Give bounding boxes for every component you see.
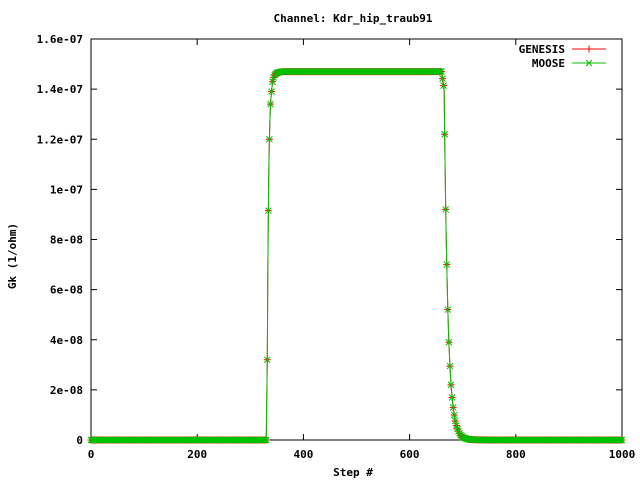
x-tick-label: 600 (400, 448, 420, 461)
y-tick-label: 2e-08 (50, 384, 83, 397)
legend-label: GENESIS (519, 43, 565, 56)
data-point (259, 436, 267, 444)
x-tick-label: 1000 (609, 448, 636, 461)
data-point (266, 135, 273, 143)
x-tick-label: 200 (187, 448, 207, 461)
data-point (454, 425, 461, 433)
data-point (455, 427, 462, 435)
data-point (445, 338, 453, 346)
legend-marker (585, 59, 593, 67)
data-point (450, 411, 458, 419)
data-point (446, 362, 454, 370)
data-point (447, 381, 455, 389)
data-point (617, 436, 625, 444)
data-point (267, 100, 274, 108)
data-point (440, 82, 447, 89)
data-point (262, 436, 270, 444)
data-point (268, 88, 275, 95)
axis-ticks: 0 200 400 600 800 1000 0 2e-08 4e-08 6e-08 8e-08 1e… (37, 33, 636, 461)
y-tick-label: 0 (76, 434, 83, 447)
x-tick-label: 800 (506, 448, 526, 461)
plot-frame (90, 38, 623, 441)
data-point (438, 68, 445, 75)
data-point (265, 207, 272, 215)
series-line (91, 71, 622, 441)
data-point (269, 78, 276, 85)
legend-label: MOOSE (532, 57, 565, 70)
x-tick-label: 400 (293, 448, 313, 461)
y-tick-label: 8e-08 (50, 234, 83, 247)
data-point (263, 356, 271, 364)
y-tick-label: 1.6e-07 (37, 33, 83, 46)
data-point (435, 68, 443, 75)
data-point (260, 436, 268, 444)
x-axis-label: Step # (333, 466, 373, 479)
y-tick-label: 6e-08 (50, 284, 83, 297)
data-point (616, 436, 624, 444)
y-axis-label: Gk (1/ohm) (6, 223, 19, 289)
y-tick-label: 1.4e-07 (37, 83, 83, 96)
y-tick-label: 4e-08 (50, 334, 83, 347)
x-tick-label: 0 (88, 448, 95, 461)
chart-title: Channel: Kdr_hip_traub91 (274, 12, 433, 25)
y-tick-label: 1.2e-07 (37, 133, 83, 146)
y-tick-label: 1e-07 (50, 183, 83, 196)
data-point (618, 436, 626, 444)
legend-marker (585, 45, 593, 53)
data-point (443, 261, 451, 268)
data-point (615, 436, 623, 444)
data-point (441, 130, 448, 138)
data-point (444, 306, 452, 314)
series-line (91, 71, 622, 441)
series-genesis (87, 68, 626, 444)
data-point (442, 206, 450, 213)
data-point (439, 75, 446, 82)
data-point (449, 404, 457, 411)
series-moose (87, 68, 626, 444)
data-point (434, 68, 442, 75)
data-point (437, 68, 444, 75)
data-point (261, 436, 269, 444)
data-point (448, 394, 456, 401)
series-layer (87, 68, 626, 444)
